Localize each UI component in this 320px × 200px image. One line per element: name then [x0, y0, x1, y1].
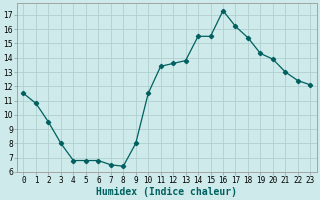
- X-axis label: Humidex (Indice chaleur): Humidex (Indice chaleur): [96, 186, 237, 197]
